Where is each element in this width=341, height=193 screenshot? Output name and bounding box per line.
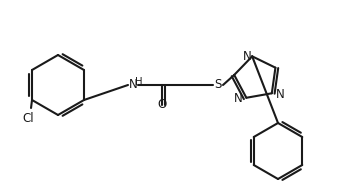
Text: Cl: Cl: [22, 112, 34, 125]
Text: N: N: [129, 79, 138, 91]
Text: N: N: [276, 88, 285, 101]
Text: O: O: [158, 98, 167, 111]
Text: H: H: [135, 77, 143, 87]
Text: N: N: [234, 92, 242, 105]
Text: S: S: [214, 79, 222, 91]
Text: N: N: [242, 50, 251, 63]
